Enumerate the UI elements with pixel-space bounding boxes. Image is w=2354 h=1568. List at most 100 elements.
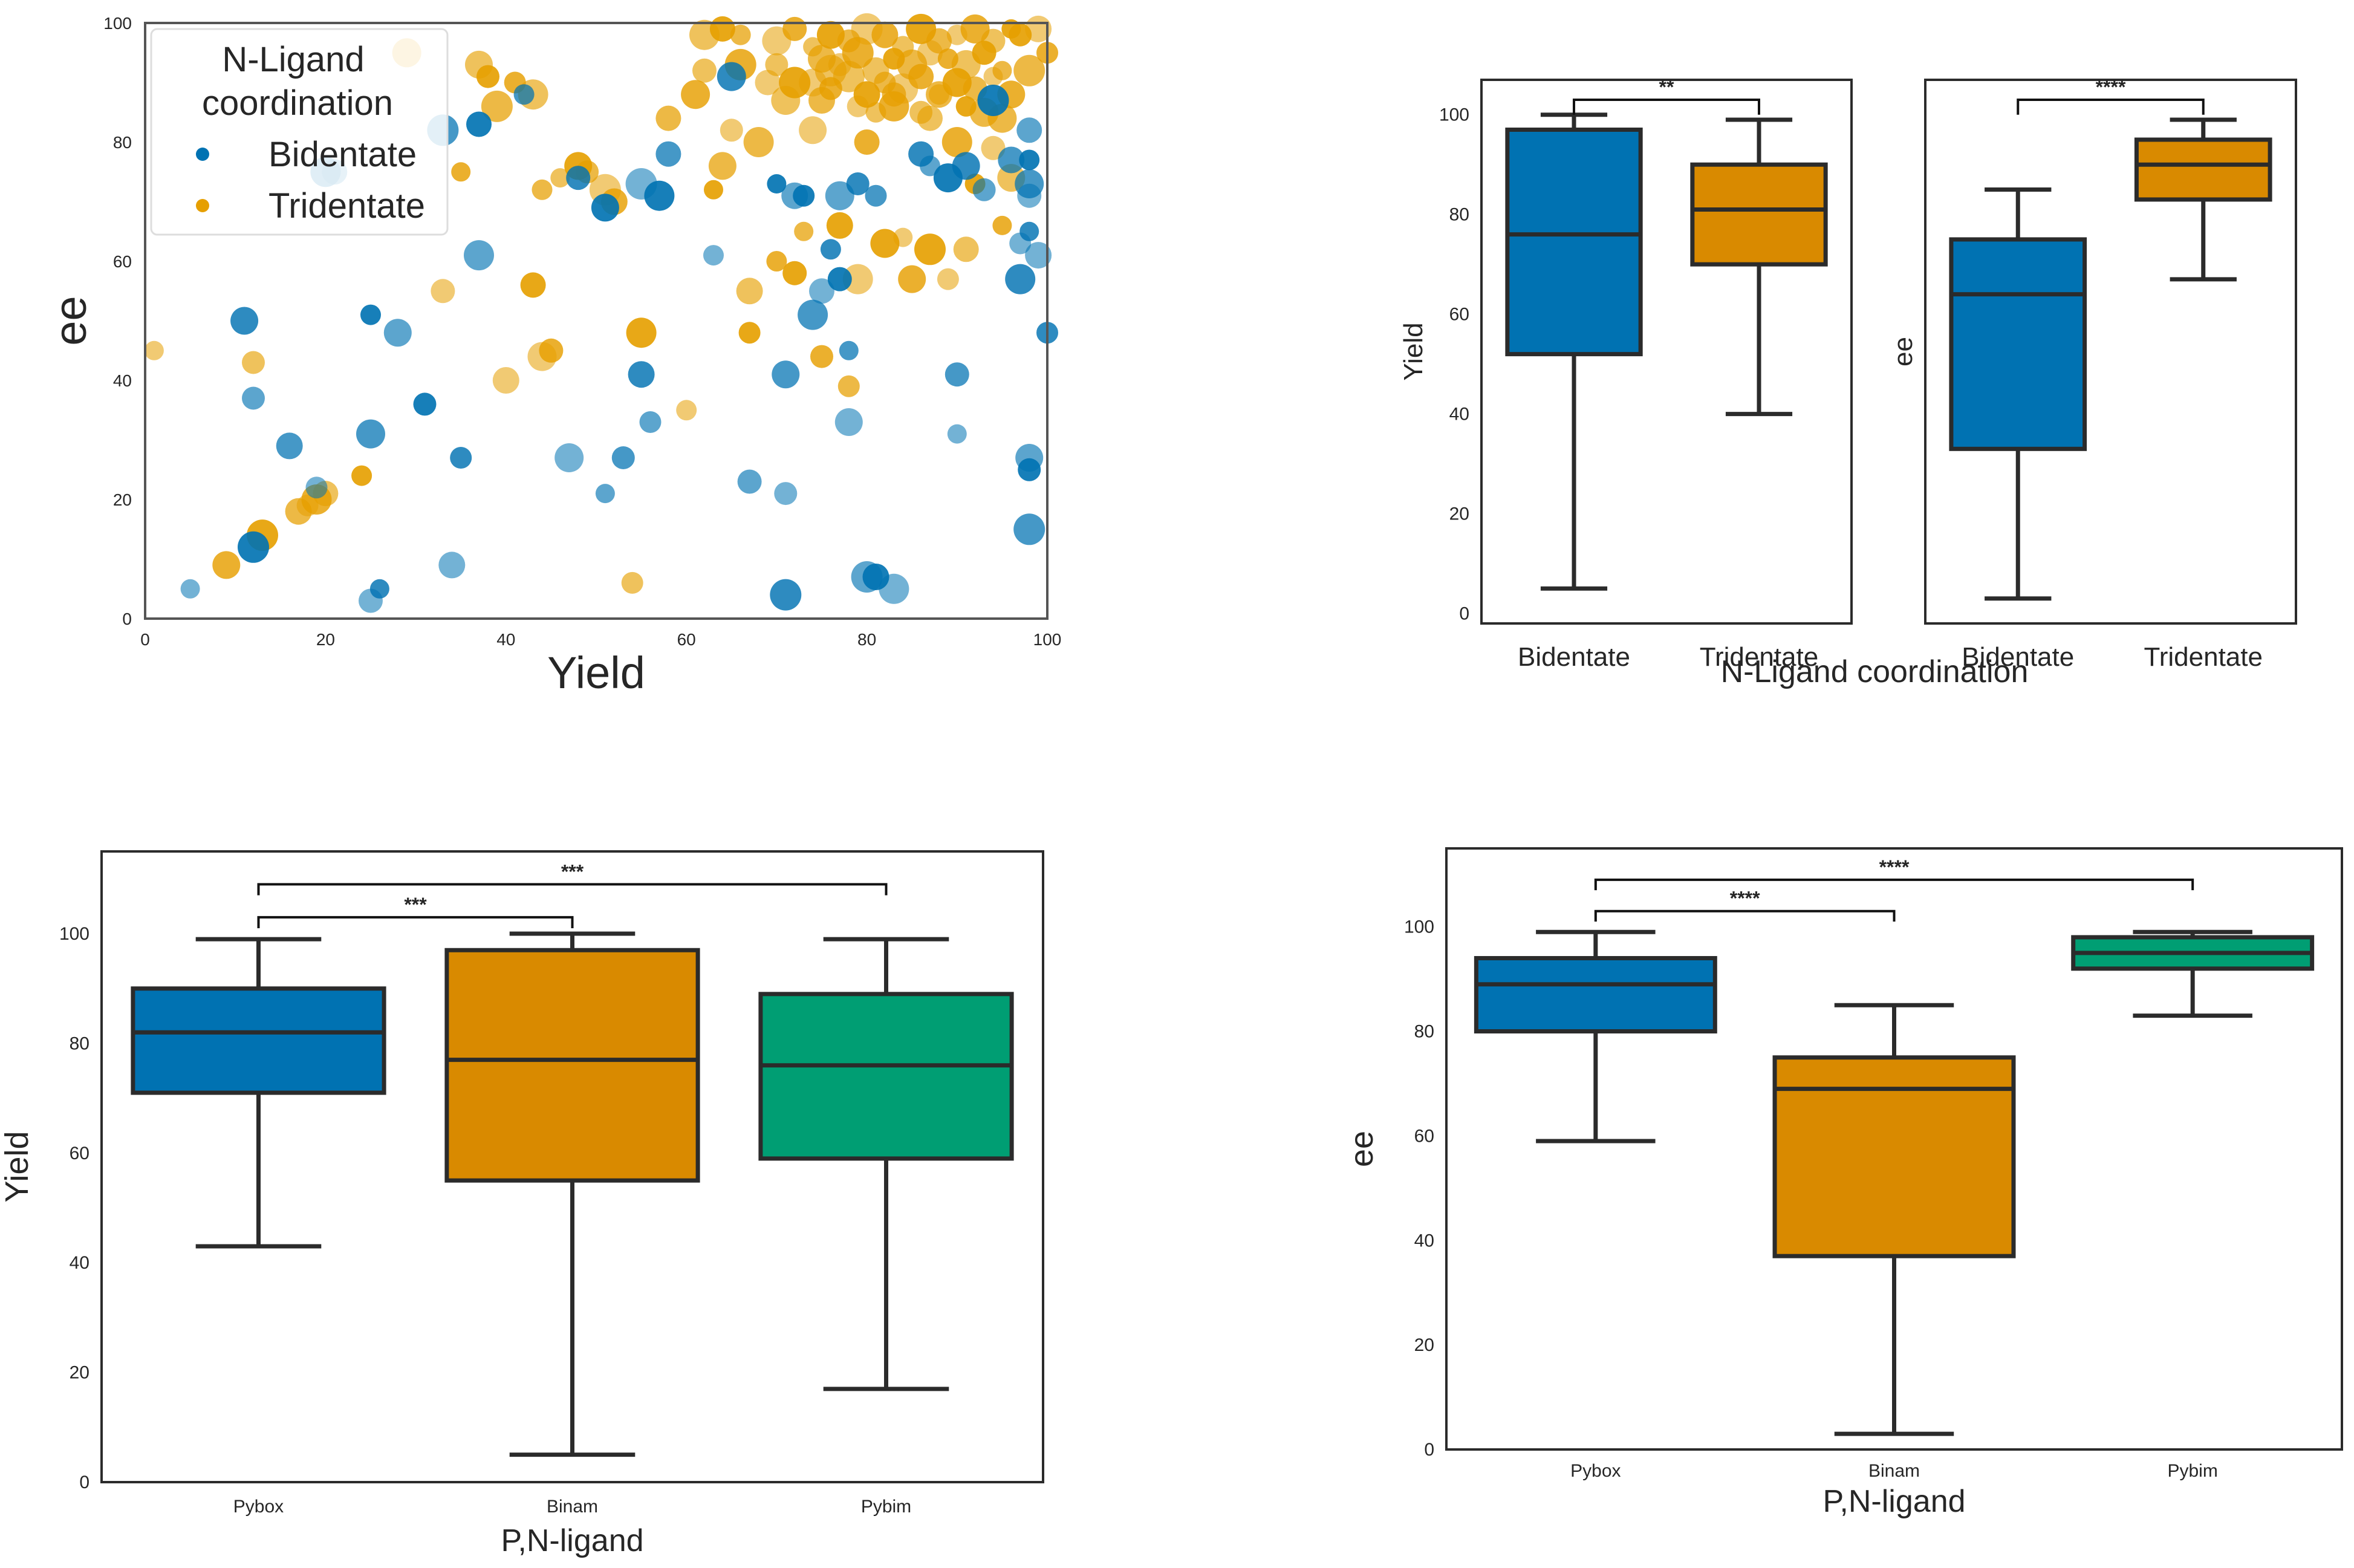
scatter-point (464, 240, 494, 271)
scatter-point (847, 95, 869, 117)
scatter-point (703, 245, 724, 266)
x-category-label: Binam (547, 1497, 598, 1517)
scatter-point (794, 221, 814, 241)
x-category-label: Pybim (861, 1497, 911, 1517)
box-bidentate (1949, 187, 2087, 601)
y-tick-label: 40 (70, 1253, 89, 1273)
scatter-point (438, 551, 466, 579)
scatter-point (782, 16, 807, 41)
box-binam (1772, 1003, 2016, 1436)
y-tick-label: 20 (70, 1363, 89, 1383)
scatter-point (655, 141, 681, 167)
iqr-box (131, 986, 386, 1095)
y-tick-label: 100 (1404, 917, 1434, 937)
scatter-point (947, 424, 967, 444)
scatter-point (451, 162, 471, 182)
scatter-point (1005, 264, 1036, 294)
scatter-point (550, 168, 570, 188)
scatter-point (639, 411, 662, 433)
scatter-x-tick-label: 100 (1033, 630, 1062, 649)
legend-marker-tridentate (196, 199, 209, 212)
scatter-point (808, 87, 835, 114)
scatter-legend: N-Ligand coordination Bidentate Tridentate (150, 28, 449, 236)
scatter-point (1017, 183, 1042, 208)
scatter-point (230, 307, 259, 335)
nlig-ee-panel: Bidentate Tridentate **** ee (1888, 76, 2297, 672)
scatter-point (566, 166, 591, 190)
legend-frame (150, 28, 449, 236)
nlig-shared-x-axis-label: N-Ligand coordination (1721, 654, 2029, 689)
legend-label-tridentate: Tridentate (268, 186, 425, 226)
y-tick-label: 80 (70, 1033, 89, 1053)
scatter-point (842, 264, 873, 294)
significance-label: ** (1659, 76, 1674, 98)
significance-label: *** (561, 860, 584, 882)
scatter-x-tick-label: 0 (140, 630, 150, 649)
significance-bracket: **** (1594, 856, 2194, 891)
iqr-box (1949, 237, 2087, 451)
box-pybim (2071, 929, 2315, 1018)
scatter-point (908, 63, 934, 89)
scatter-point (708, 152, 736, 180)
scatter-point (793, 184, 815, 207)
scatter-point (765, 53, 788, 76)
box-pybim (758, 937, 1014, 1391)
scatter-point (941, 127, 972, 157)
scatter-point (520, 272, 546, 298)
scatter-point (977, 85, 1009, 116)
scatter-point (810, 345, 833, 368)
legend-title-line2: coordination (202, 83, 393, 123)
scatter-point (898, 265, 926, 293)
scatter-point (1019, 221, 1039, 241)
y-tick-label: 100 (59, 924, 89, 944)
scatter-point (704, 180, 723, 200)
significance-label: **** (1730, 888, 1760, 909)
scatter-panel: 0 20 40 60 80 100 0 20 40 60 80 100 Yield ee N-Ligand c… (45, 13, 1061, 698)
scatter-point (1019, 149, 1040, 171)
significance-bracket: *** (257, 860, 888, 896)
box-tridentate (1690, 117, 1828, 417)
y-axis-label: Yield (1399, 322, 1428, 380)
scatter-point (929, 84, 949, 105)
scatter-y-tick-label: 0 (122, 610, 132, 628)
scatter-point (539, 338, 564, 363)
y-tick-label: 40 (1449, 405, 1469, 425)
scatter-point (879, 573, 909, 604)
scatter-point (692, 58, 717, 83)
scatter-point (737, 469, 762, 494)
scatter-point (513, 84, 535, 105)
scatter-point (720, 119, 743, 142)
y-tick-label: 60 (1414, 1126, 1434, 1146)
x-category-label: Pybox (233, 1497, 284, 1517)
scatter-point (827, 267, 852, 291)
scatter-point (820, 239, 841, 260)
bracket-line (2017, 98, 2205, 115)
scatter-point (854, 129, 880, 155)
y-tick-label: 0 (79, 1472, 89, 1492)
scatter-point (770, 579, 802, 611)
scatter-point (983, 67, 1003, 86)
scatter-y-tick-label: 100 (103, 14, 132, 33)
box-binam (444, 931, 700, 1457)
y-tick-label: 100 (1439, 105, 1469, 125)
scatter-series-tridentate (144, 13, 1058, 594)
scatter-point (825, 181, 854, 210)
scatter-point (945, 362, 969, 387)
pn-ee-panel: Pybox Binam Pybim **** **** 0 20 40 60 80 100 ee P,N… (1344, 847, 2343, 1519)
scatter-point (1025, 242, 1052, 269)
legend-title-line1: N-Ligand (222, 40, 364, 79)
y-tick-label: 60 (1449, 305, 1469, 325)
x-axis-label: P,N-ligand (501, 1523, 643, 1558)
scatter-x-tick-label: 20 (316, 630, 335, 649)
scatter-point (779, 67, 811, 99)
scatter-point (992, 215, 1012, 235)
y-tick-label: 60 (70, 1143, 89, 1163)
scatter-point (809, 278, 834, 304)
scatter-point (981, 135, 1006, 160)
significance-bracket: **** (2017, 76, 2205, 115)
scatter-point (839, 340, 859, 360)
scatter-point (952, 152, 980, 180)
bracket-line (257, 883, 888, 896)
scatter-point (914, 233, 946, 265)
